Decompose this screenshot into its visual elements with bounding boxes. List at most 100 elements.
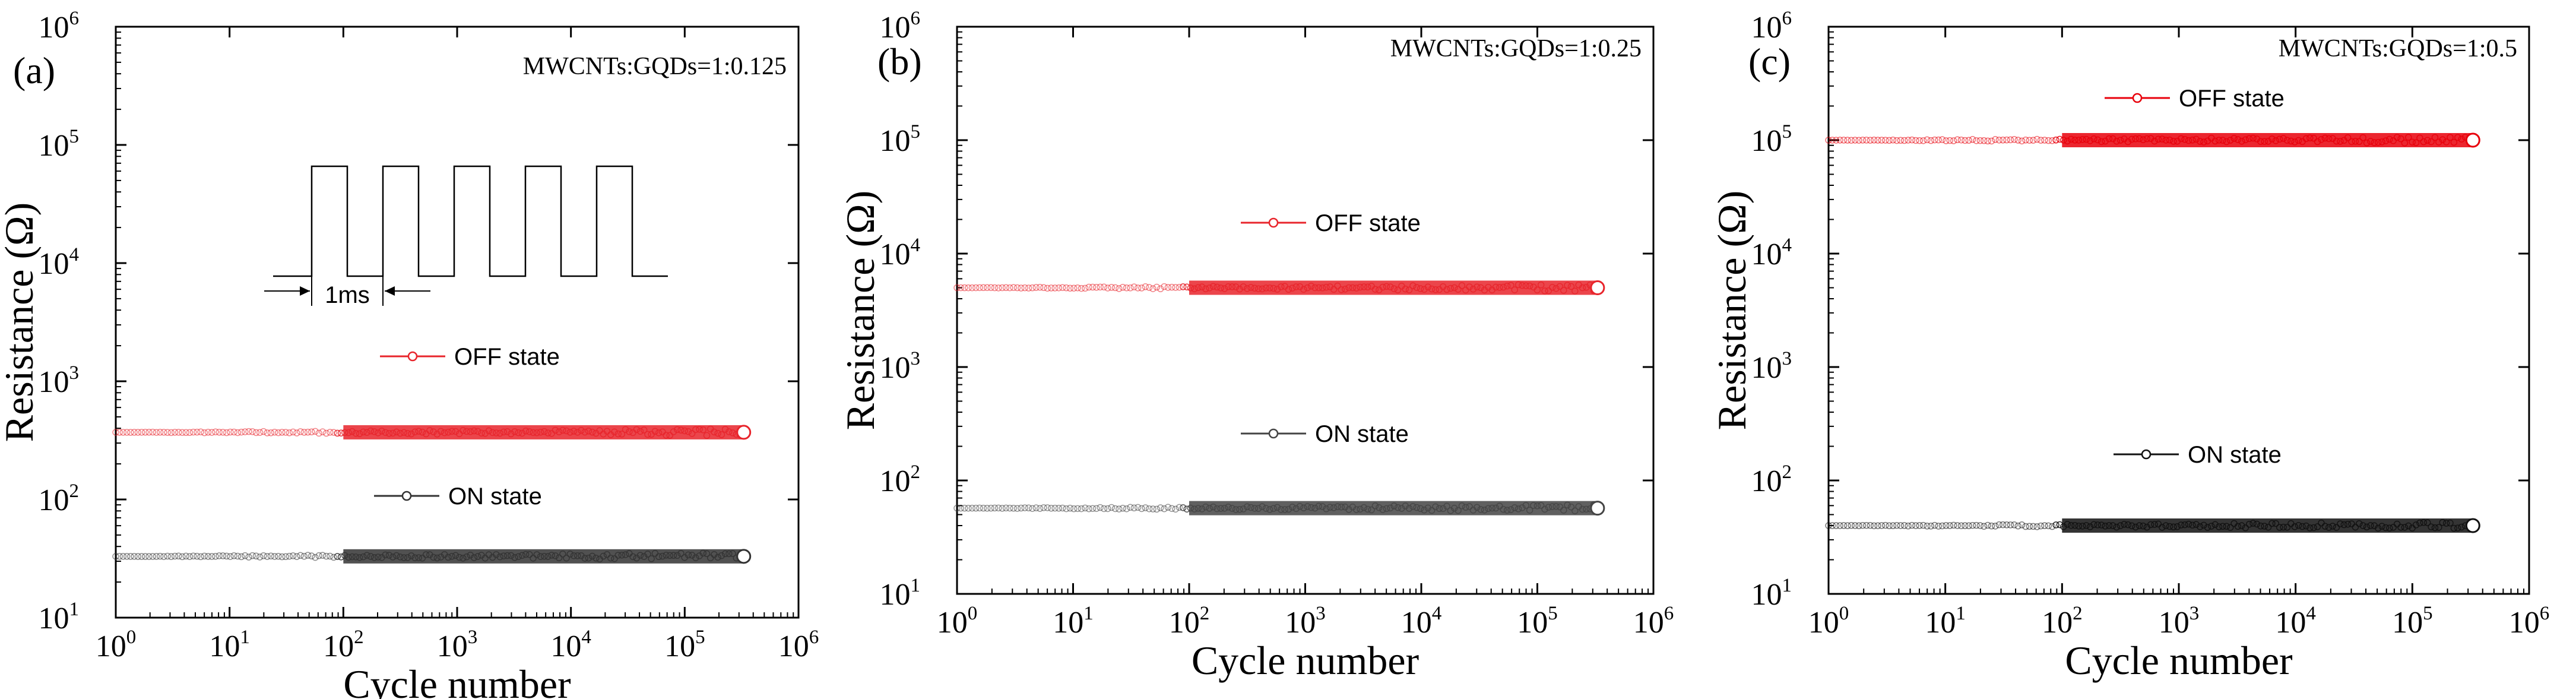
data-point <box>1040 504 1047 511</box>
legend-entry: ON state <box>374 483 542 510</box>
data-point <box>1897 522 1905 529</box>
data-point <box>1074 505 1081 513</box>
legend-label: ON state <box>448 483 542 510</box>
x-tick-label-exp: 0 <box>1839 603 1849 624</box>
data-point <box>1957 522 1965 530</box>
data-point <box>182 429 189 436</box>
data-point <box>1119 505 1126 512</box>
data-point <box>1097 504 1104 511</box>
x-tick-label-base: 10 <box>1808 606 1839 640</box>
x-tick-label-base: 10 <box>1633 606 1664 640</box>
panel-c: 100 101 102 103 104 105 106101102103104105106C… <box>1709 8 2549 683</box>
x-tick-label-base: 10 <box>2392 606 2423 640</box>
data-point <box>1882 137 1889 144</box>
data-point <box>1051 284 1059 292</box>
data-point <box>1036 283 1044 291</box>
y-tick-label-base: 10 <box>39 129 69 163</box>
data-point <box>972 504 980 512</box>
data-point <box>293 429 300 437</box>
data-point <box>1848 522 1855 529</box>
y-tick-label-exp: 2 <box>911 461 921 483</box>
x-tick-label-base: 10 <box>550 630 581 663</box>
data-point <box>245 428 252 435</box>
data-point <box>156 429 164 436</box>
data-point <box>1116 285 1123 292</box>
y-tick-label-base: 10 <box>39 365 69 399</box>
data-point <box>219 552 227 559</box>
data-point <box>1059 284 1066 291</box>
y-tick-label-base: 10 <box>39 483 69 517</box>
data-point <box>976 284 983 292</box>
data-point <box>1130 504 1138 512</box>
x-tick-label: 106 <box>2509 603 2550 640</box>
data-point <box>1836 522 1843 529</box>
data-point <box>227 553 234 560</box>
data-point <box>1116 505 1123 513</box>
data-point <box>171 429 179 436</box>
data-point <box>995 284 1002 292</box>
x-tick-label-exp: 3 <box>2190 603 2200 624</box>
data-point <box>1055 284 1063 292</box>
x-tick-label-exp: 2 <box>354 627 364 648</box>
data-point <box>212 428 219 435</box>
data-point <box>312 428 319 435</box>
data-point <box>1093 505 1100 512</box>
data-point <box>138 429 145 436</box>
data-point <box>987 504 994 512</box>
data-point <box>271 428 278 436</box>
data-point <box>1100 283 1108 291</box>
data-point <box>2018 521 2026 529</box>
data-point <box>1590 501 1605 516</box>
data-point <box>252 429 260 437</box>
data-point <box>1164 284 1172 291</box>
panel-letter: (c) <box>1748 40 1791 83</box>
data-point <box>1123 505 1130 513</box>
pulse-waveform <box>273 165 668 277</box>
legend-entry: OFF state <box>2105 86 2285 112</box>
data-point <box>1889 136 1897 144</box>
data-point <box>242 428 249 435</box>
data-point <box>1097 283 1104 291</box>
data-point <box>153 429 160 436</box>
data-point <box>1180 283 1187 290</box>
x-tick-label: 101 <box>209 627 250 663</box>
data-point <box>1153 283 1161 291</box>
arrowhead <box>300 286 310 296</box>
data-point <box>1919 137 1927 144</box>
data-point <box>131 553 138 560</box>
data-point <box>1867 522 1874 529</box>
data-point <box>2018 137 2026 145</box>
data-point <box>999 505 1006 512</box>
y-tick-label-base: 10 <box>880 238 911 271</box>
y-tick-label-exp: 3 <box>911 348 921 369</box>
data-point <box>234 429 242 437</box>
legend-entry: OFF state <box>380 344 560 370</box>
legend-label: ON state <box>2188 442 2282 468</box>
dense-data-band <box>343 549 744 564</box>
data-point <box>1962 137 1969 144</box>
data-point <box>1051 504 1059 512</box>
data-point <box>337 553 345 561</box>
data-point <box>1833 522 1840 529</box>
inset-pulse-diagram: 1ms <box>264 165 668 308</box>
data-point <box>230 428 237 436</box>
y-axis-label: Resistance (Ω) <box>838 191 883 431</box>
data-point <box>153 553 160 560</box>
data-point <box>1111 505 1119 513</box>
x-tick-label: 106 <box>778 627 819 663</box>
y-tick-label-exp: 1 <box>69 599 80 620</box>
data-point <box>312 553 319 561</box>
data-point <box>980 284 987 292</box>
y-tick-label-base: 10 <box>880 464 911 498</box>
data-point <box>991 504 999 512</box>
data-point <box>1931 136 1938 144</box>
data-point <box>1867 137 1874 144</box>
x-tick-label-exp: 3 <box>468 627 478 648</box>
x-tick-label: 101 <box>1925 603 1966 640</box>
data-point <box>1984 137 1991 145</box>
data-point <box>149 428 156 436</box>
y-tick-label-exp: 2 <box>69 480 80 502</box>
x-tick-label-exp: 1 <box>1956 603 1966 624</box>
data-point <box>1935 523 1942 530</box>
